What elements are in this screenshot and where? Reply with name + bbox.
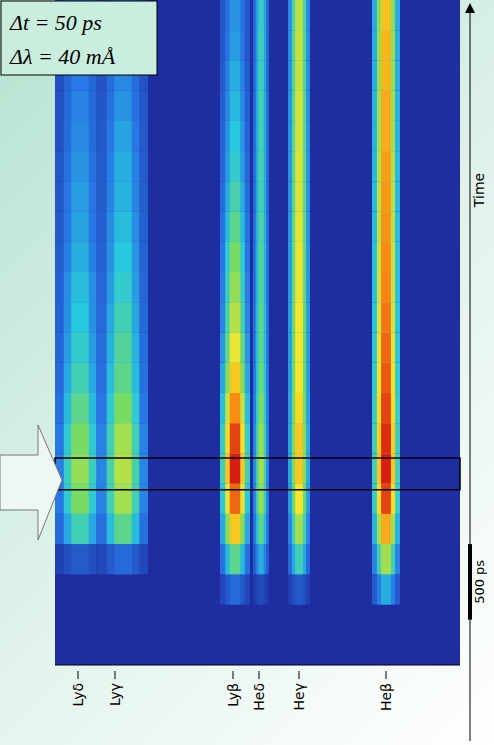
svg-text:Δλ = 40 mÅ: Δλ = 40 mÅ xyxy=(9,44,116,69)
svg-text:Heγ: Heγ xyxy=(291,683,307,710)
svg-text:Lyγ: Lyγ xyxy=(107,683,123,706)
svg-text:Δt = 50 ps: Δt = 50 ps xyxy=(9,10,102,35)
svg-text:Time: Time xyxy=(471,173,487,208)
svg-text:Heβ: Heβ xyxy=(378,683,394,711)
svg-text:Lyβ: Lyβ xyxy=(225,683,241,707)
svg-text:Lyδ: Lyδ xyxy=(70,683,86,706)
svg-text:500 ps: 500 ps xyxy=(472,560,487,604)
svg-text:Heδ: Heδ xyxy=(251,683,267,711)
